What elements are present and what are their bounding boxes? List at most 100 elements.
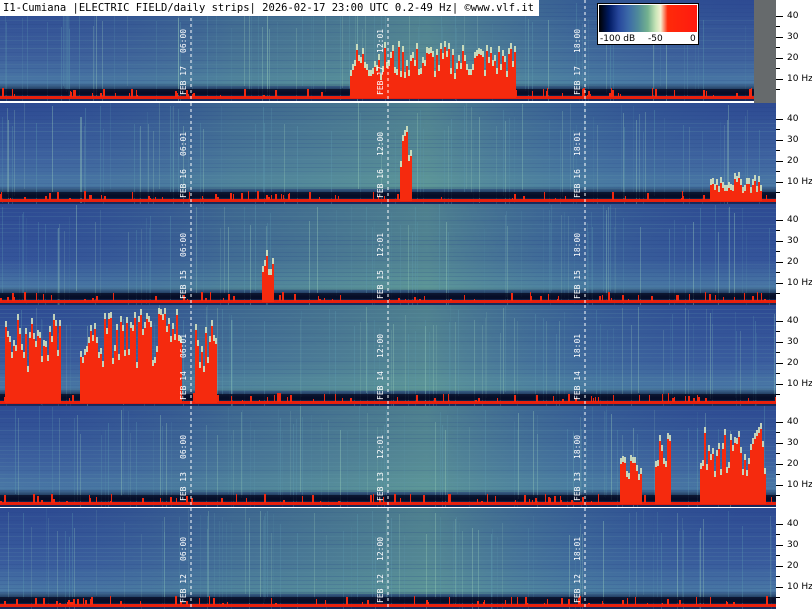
strip-streak [745, 26, 746, 101]
strip-streak [549, 120, 550, 204]
strip-burst-edge [406, 126, 408, 132]
strip-burst-edge [57, 350, 59, 356]
strip-streak [183, 126, 184, 204]
strip-burst [170, 342, 172, 403]
strip-spike [562, 93, 563, 97]
strip-burst [752, 185, 754, 201]
strip-streak [159, 103, 160, 189]
strip-spike [511, 293, 513, 301]
strip-burst-edge [382, 66, 384, 72]
strip-streak [485, 318, 486, 404]
strip-burst [396, 75, 398, 98]
strip-burst [669, 441, 671, 504]
strip-streak [52, 106, 53, 192]
strip-spike [549, 498, 551, 503]
strip-burst [49, 332, 51, 403]
strip-streak [718, 232, 719, 305]
strip-spike [540, 296, 542, 301]
strip-spike [51, 494, 53, 503]
time-marker-label: 18:01 [573, 131, 582, 156]
strip-burst [98, 358, 100, 403]
strip-streak [381, 429, 382, 507]
strip-spike [271, 598, 272, 605]
strip-band [0, 458, 776, 459]
strip-burst-edge [724, 185, 726, 191]
strip-streak [351, 527, 352, 609]
strip-burst [47, 361, 49, 403]
strip-streak [740, 331, 741, 406]
strip-burst-edge [738, 431, 740, 437]
strip-spike [647, 603, 648, 605]
strip-burst-edge [758, 176, 760, 182]
strip-burst-edge [470, 69, 472, 75]
y-tick-label: 40 [787, 519, 799, 529]
strip-streak [343, 531, 344, 609]
strip-streak [250, 225, 251, 305]
strip-burst [426, 53, 428, 98]
strip-streak [136, 422, 137, 507]
strip-spike [379, 499, 381, 503]
strip-streak [31, 527, 32, 609]
strip-burst [43, 346, 45, 403]
strip-burst-edge [502, 50, 504, 56]
strip-streak [645, 112, 646, 198]
strip-burst-edge [386, 62, 388, 68]
strip-burst-edge [454, 73, 456, 79]
strip-burst [742, 193, 744, 201]
strip-burst-edge [450, 68, 452, 74]
strip-streak [712, 324, 713, 406]
strip-burst [7, 337, 9, 403]
strip-streak [629, 513, 630, 599]
strip-burst-edge [118, 354, 120, 360]
strip-spike [771, 497, 772, 503]
strip-streak [389, 232, 390, 305]
strip-band [0, 208, 776, 209]
strip-spike [464, 295, 465, 301]
strip-streak [393, 324, 394, 406]
strip-streak [548, 20, 549, 101]
strip-streak [228, 227, 229, 305]
strip-burst [630, 461, 632, 504]
strip-burst-edge [460, 63, 462, 69]
strip-streak [76, 205, 77, 291]
strip-streak [58, 228, 59, 305]
strip-spike [598, 397, 599, 402]
strip-burst [368, 76, 370, 98]
strip-burst [382, 72, 384, 98]
strip-burst-edge [45, 341, 47, 347]
strip-burst [360, 63, 362, 98]
strip-streak [409, 15, 410, 101]
strip-burst [270, 275, 272, 302]
strip-spike [398, 298, 400, 301]
time-marker-label: 06:00 [179, 232, 188, 257]
strip-burst [57, 356, 59, 403]
strip-streak [633, 106, 634, 192]
y-minor-tick [776, 421, 780, 423]
strip-spike [228, 294, 230, 301]
strip-spike [652, 88, 653, 97]
strip-streak [77, 415, 78, 501]
strip-streak [302, 0, 303, 86]
strip-spike [602, 601, 603, 605]
strip-burst [392, 51, 394, 98]
strip-burst [744, 191, 746, 201]
strip-spike [14, 94, 15, 97]
strip-burst [706, 470, 708, 504]
strip-streak [178, 109, 179, 195]
strip-spike [45, 196, 47, 200]
strip-streak [688, 428, 689, 507]
time-marker-label: 06:00 [179, 28, 188, 53]
strip-streak [604, 411, 605, 497]
strip-burst [414, 66, 416, 98]
strip-streak [528, 19, 529, 101]
unrecorded-gap [754, 0, 776, 103]
strip-streak [2, 117, 3, 203]
strip-burst-edge [128, 349, 130, 355]
strip-spike [201, 292, 203, 301]
strip-burst [370, 76, 372, 98]
strip-streak [573, 433, 574, 507]
strip-streak [592, 227, 593, 305]
strip-streak [442, 425, 443, 507]
strip-streak [624, 127, 625, 204]
strip-streak [134, 124, 135, 204]
